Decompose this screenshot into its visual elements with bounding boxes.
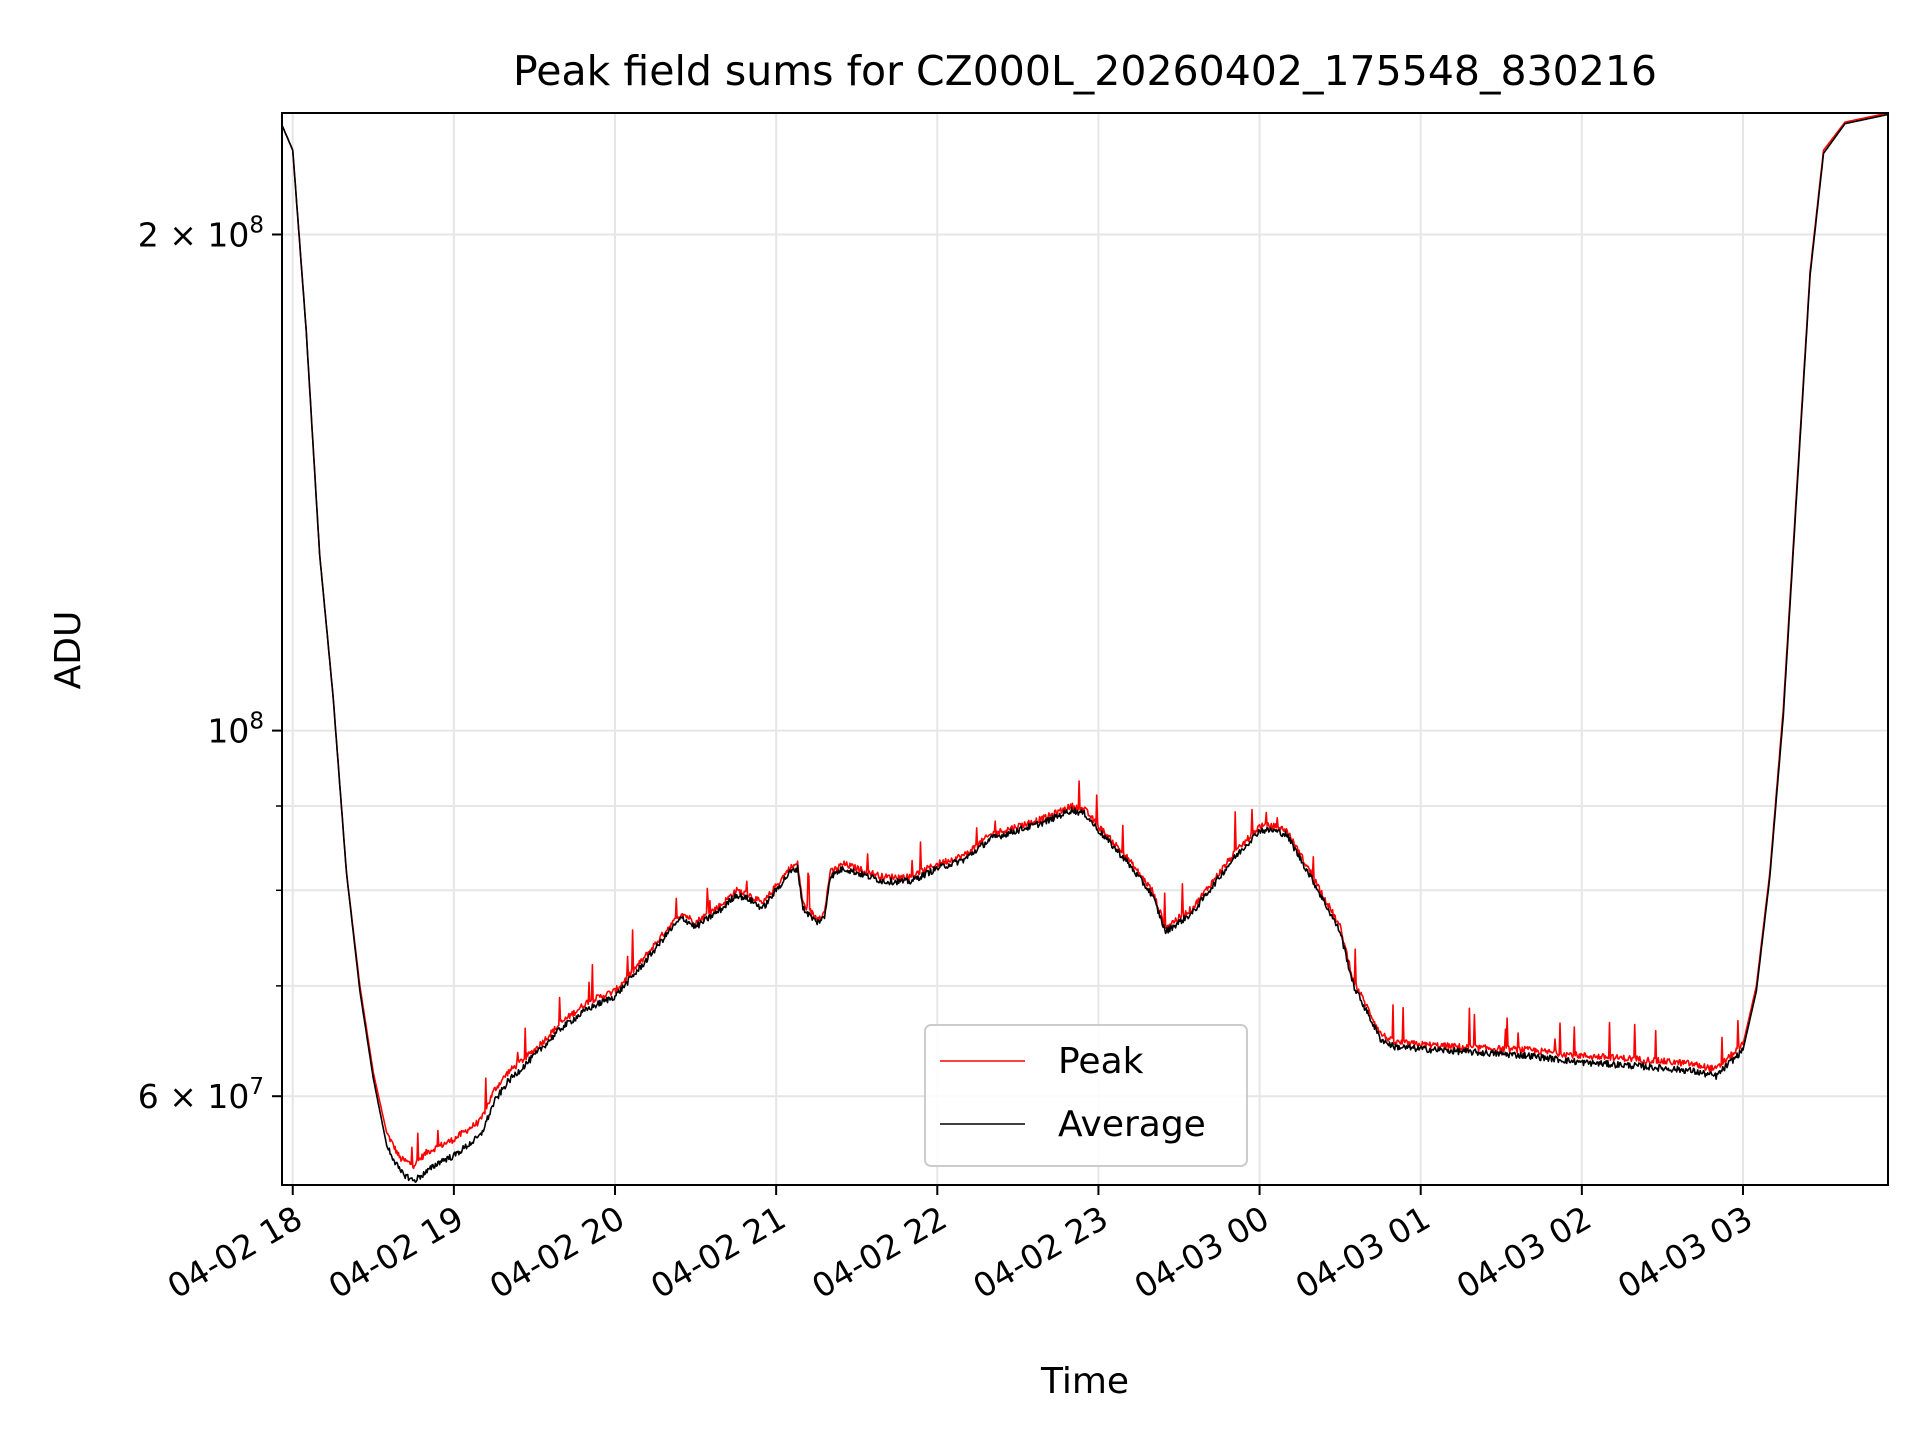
legend-label-average: Average [1058, 1104, 1206, 1145]
y-tick-label: 108 [207, 709, 264, 751]
chart-title: Peak field sums for CZ000L_20260402_1755… [513, 47, 1657, 95]
series-line-peak [281, 112, 1889, 1170]
series-lines [281, 112, 1889, 1183]
legend: Peak Average [924, 1024, 1248, 1167]
y-axis-label: ADU [48, 611, 89, 690]
y-tick-label: 2 × 108 [138, 212, 264, 254]
y-axis-ticks: 2 × 108 108 6 × 107 [138, 212, 282, 1116]
plot-frame [281, 112, 1889, 1186]
x-axis-label: Time [1040, 1361, 1129, 1402]
grid [282, 113, 1888, 1185]
y-tick-label: 6 × 107 [138, 1074, 264, 1116]
series-line-average [281, 113, 1889, 1183]
legend-label-peak: Peak [1058, 1041, 1144, 1082]
